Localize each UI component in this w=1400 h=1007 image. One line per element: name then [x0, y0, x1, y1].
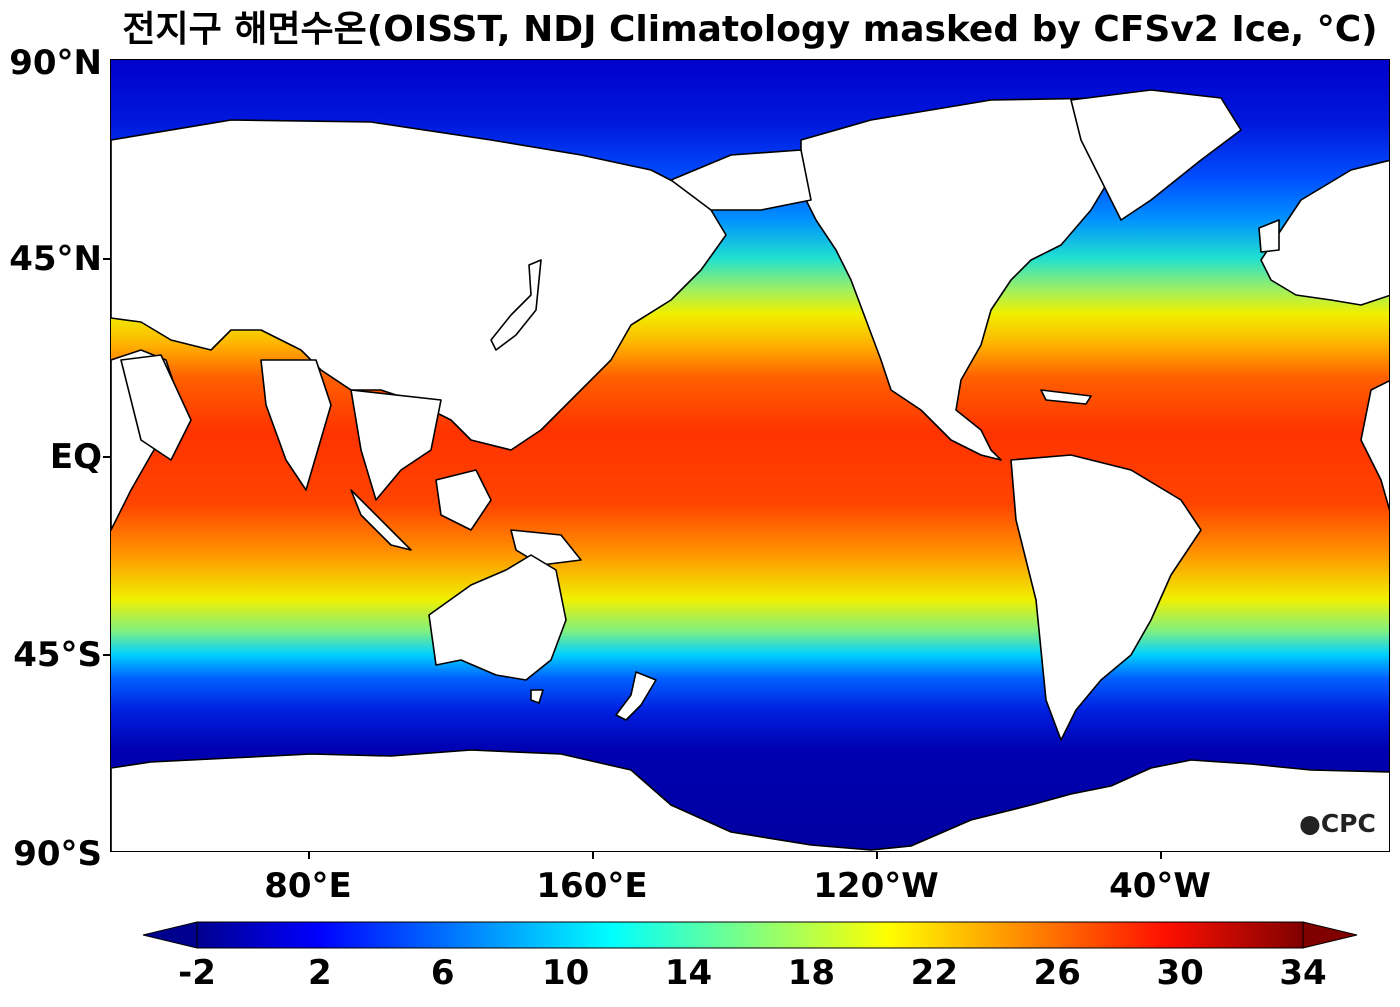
lat-tick — [103, 654, 110, 656]
logo-text: CPC — [1320, 809, 1376, 838]
lon-tick — [1160, 852, 1162, 859]
sumatra-land — [350, 489, 412, 551]
colorbar-tick-label: 18 — [787, 953, 836, 993]
colorbar-tick-label: 6 — [430, 953, 455, 993]
tasmania-land — [530, 689, 544, 704]
colorbar-tick-label: 10 — [541, 953, 590, 993]
lon-label-120w: 120°W — [813, 866, 939, 906]
colorbar-tick-label: 30 — [1156, 953, 1204, 993]
lat-label-90n: 90°N — [9, 43, 102, 83]
land-masses — [111, 89, 1389, 851]
lat-label-eq: EQ — [49, 437, 102, 477]
map-title: 전지구 해면수온(OISST, NDJ Climatology masked b… — [122, 9, 1378, 50]
lat-label-90s: 90°S — [13, 834, 102, 874]
map-area — [110, 59, 1390, 852]
lon-label-80e: 80°E — [264, 866, 352, 906]
greenland-land — [1070, 89, 1242, 221]
colorbar-tick-label: -2 — [178, 953, 216, 993]
globe-icon: ● — [1299, 809, 1321, 838]
lon-tick — [308, 852, 310, 859]
colorbar-extend-min — [142, 921, 198, 949]
new-zealand-land — [615, 671, 657, 721]
arabia-land — [120, 354, 192, 461]
indochina-land — [350, 389, 442, 501]
colorbar-tick-label: 22 — [910, 953, 958, 993]
cuba-land — [1040, 389, 1092, 405]
lon-label-160e: 160°E — [536, 866, 648, 906]
british-isles-land — [1258, 219, 1280, 253]
colorbar-bar — [196, 921, 1304, 949]
south-america-land — [1010, 454, 1202, 741]
west-africa-land — [1360, 380, 1389, 511]
colorbar-tick-label: 14 — [664, 953, 713, 993]
colorbar-tick-label: 34 — [1279, 953, 1327, 993]
sst-map — [111, 60, 1389, 851]
antarctica-land — [111, 749, 1389, 851]
eurasia-land — [111, 119, 727, 451]
cpc-logo: ●CPC — [1299, 809, 1376, 839]
lat-tick — [103, 456, 110, 458]
colorbar — [142, 921, 1358, 949]
australia-land — [428, 554, 567, 681]
lon-tick — [876, 852, 878, 859]
japan-land — [490, 259, 542, 351]
lat-tick — [103, 258, 110, 260]
lat-label-45s: 45°S — [13, 635, 102, 675]
europe-land — [1260, 159, 1389, 306]
lon-tick — [592, 852, 594, 859]
colorbar-tick-label: 2 — [308, 953, 332, 993]
lat-label-45n: 45°N — [9, 239, 102, 279]
borneo-land — [435, 469, 492, 531]
alaska-land — [670, 149, 812, 211]
lon-label-40w: 40°W — [1109, 866, 1211, 906]
india-land — [260, 359, 332, 491]
colorbar-extend-max — [1302, 921, 1358, 949]
colorbar-tick-label: 26 — [1033, 953, 1081, 993]
